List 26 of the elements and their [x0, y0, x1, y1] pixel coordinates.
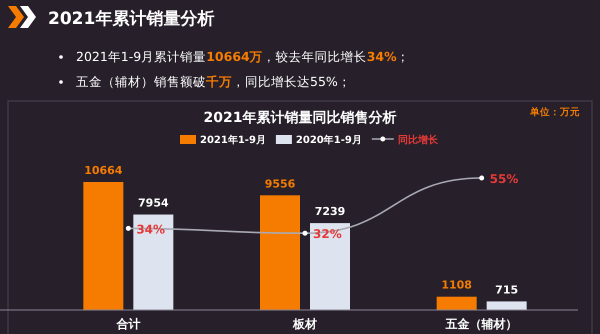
data-label: 7954 [138, 196, 169, 210]
data-label: 32% [313, 227, 342, 242]
data-label: 7239 [314, 205, 346, 218]
bar [260, 195, 300, 310]
bar [310, 223, 350, 310]
legend-label: 同比增长 [398, 134, 439, 146]
text: 五金（辅材）销售额破千万，同比增长达55%； [76, 74, 351, 89]
data-label: 34% [136, 222, 166, 236]
x-tick-label: 合计 [115, 317, 140, 331]
legend-label: 2021年1-9月 [200, 134, 266, 146]
x-tick-label: 板材 [292, 317, 317, 331]
text: 2021年累计销量分析 [48, 9, 214, 29]
legend-label: 2020年1-9月 [296, 134, 362, 146]
bar [436, 296, 477, 310]
bar [486, 301, 527, 310]
x-tick-label: 五金（辅材） [444, 317, 518, 331]
chart-title: 2021年累计销量同比销售分析 [204, 110, 396, 126]
data-label: 10664 [84, 164, 123, 177]
data-label: 55% [490, 172, 518, 186]
data-label: 1108 [441, 278, 472, 292]
data-label: 715 [495, 283, 518, 296]
bar [83, 182, 124, 310]
bar [133, 214, 174, 310]
text: 2021年1-9月累计销量10664万，较去年同比增长34%； [76, 49, 410, 64]
data-label: 9556 [264, 177, 296, 190]
text: 单位：万元 [529, 106, 580, 118]
